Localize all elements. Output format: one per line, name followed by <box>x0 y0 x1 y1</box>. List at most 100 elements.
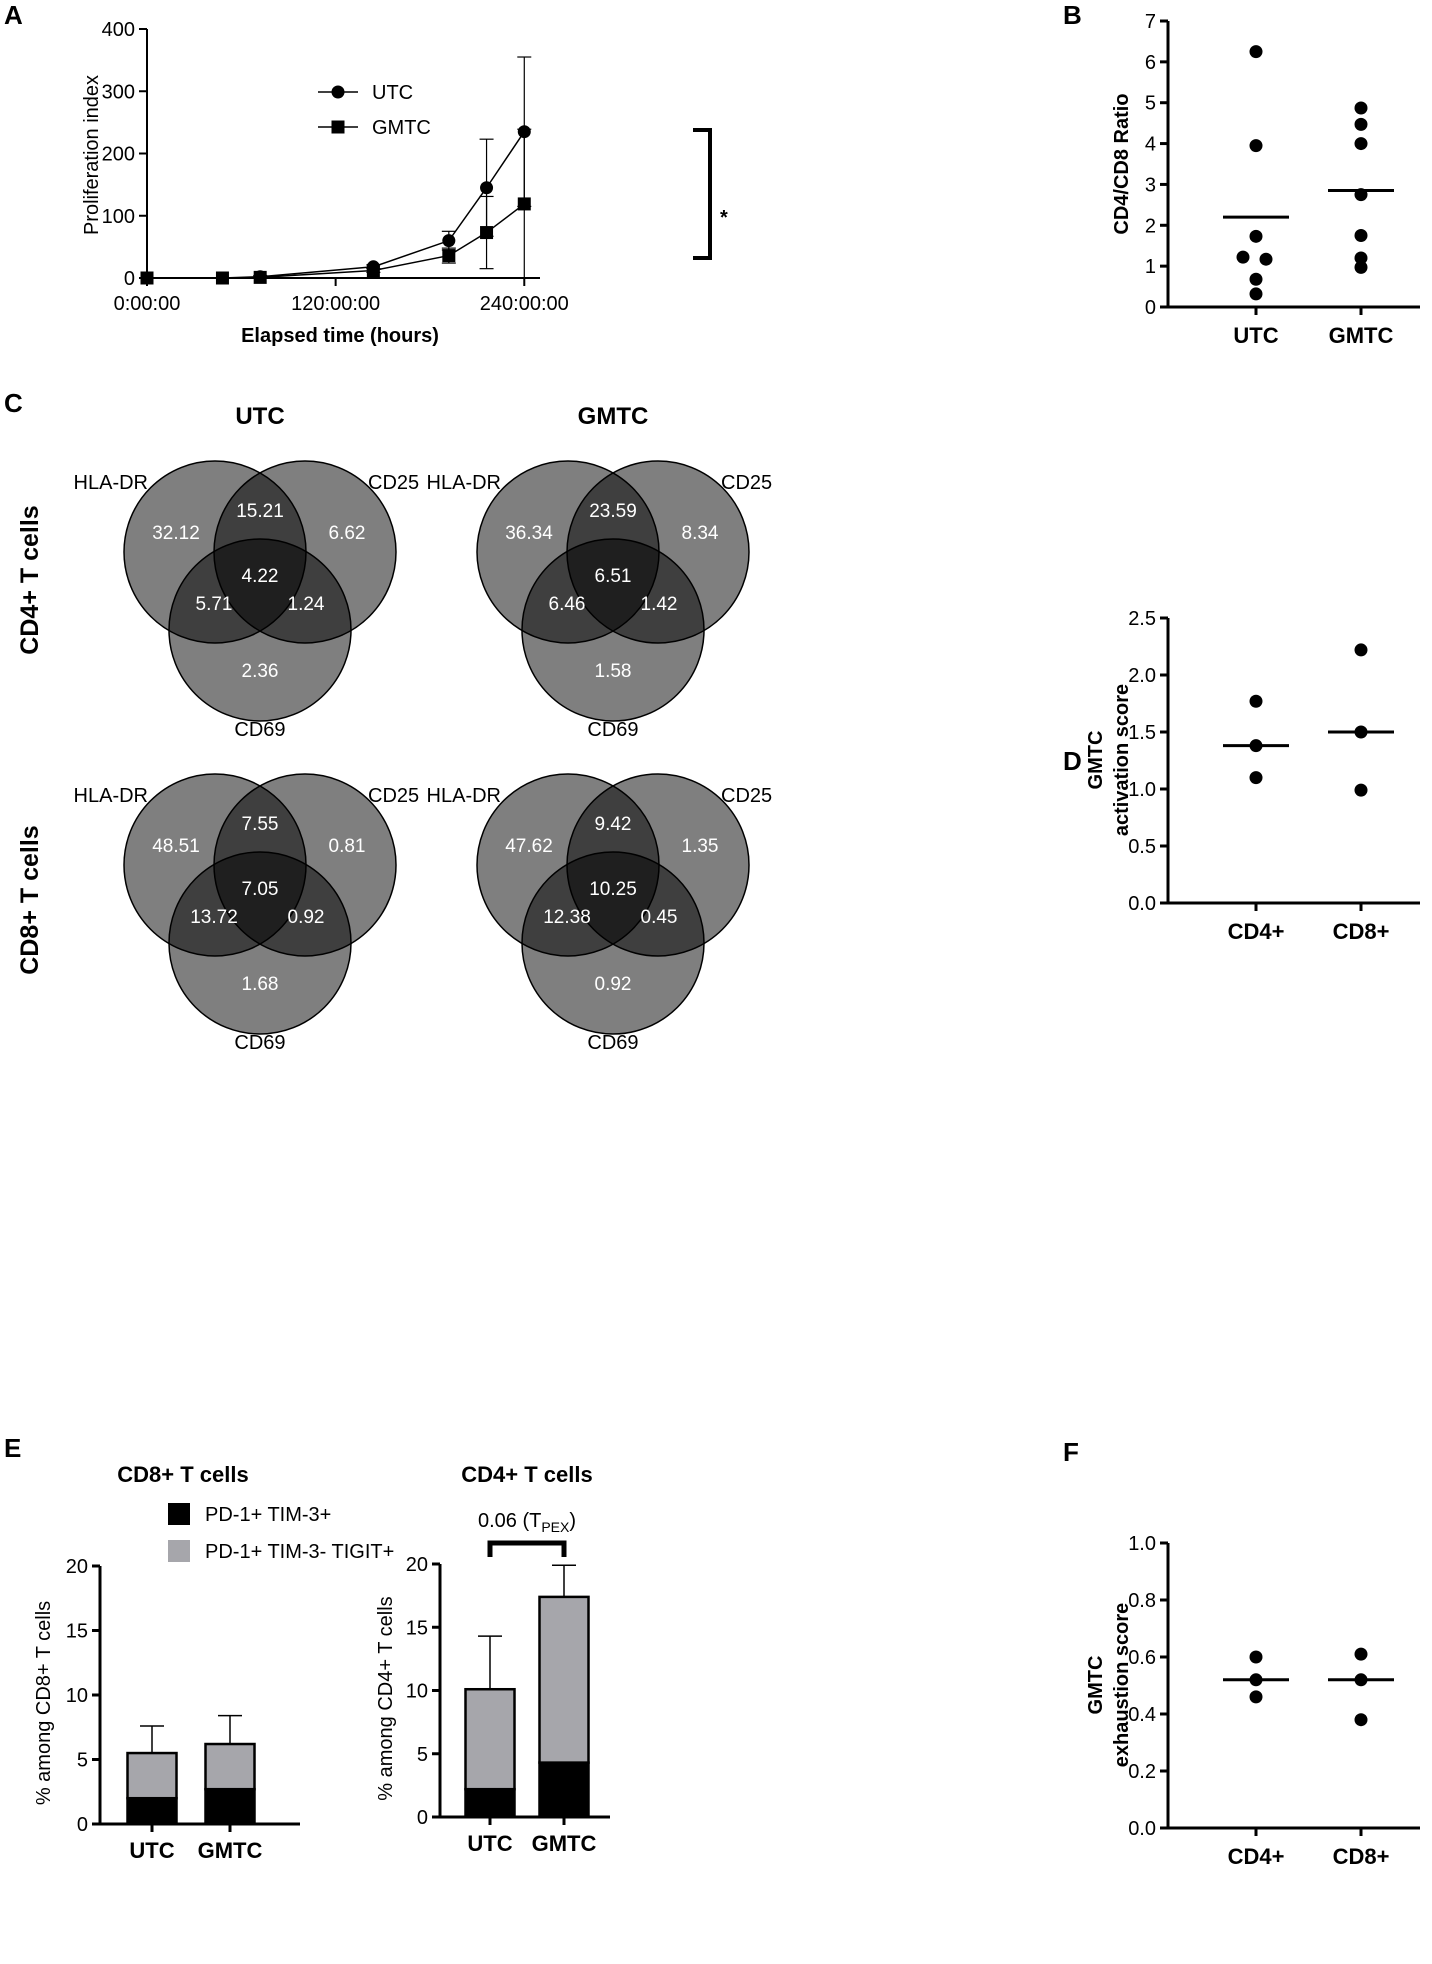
a-gmtc-point <box>366 264 380 278</box>
e-cd8-y-tick-label: 15 <box>66 1621 88 1643</box>
a-utc-point <box>480 181 494 195</box>
venn-cd8-utc-label-cd69: CD69 <box>234 1032 285 1054</box>
d-x-tick-label: CD8+ <box>1333 919 1390 944</box>
d-point <box>1249 771 1263 785</box>
a-y-tick-label: 300 <box>102 81 135 103</box>
f-point <box>1354 1647 1368 1661</box>
a-x-tick-label: 0:00:00 <box>114 293 181 315</box>
a-gmtc-point <box>480 226 494 240</box>
panel-d-activation-score-chart: 0.0 0.5 1.0 1.5 2.0 2.5 GMTC activation score CD… <box>1085 608 1420 944</box>
b-point <box>1354 117 1368 131</box>
f-y-axis-title: exhaustion score <box>1111 1603 1133 1768</box>
e-legend-label-pd1-tigit: PD-1+ TIM-3- TIGIT+ <box>205 1541 394 1563</box>
panel-e-cd4-bar-chart: 0 5 10 15 20 % among CD4+ T cells CD4+ T cells… <box>375 1462 610 1856</box>
b-y-axis-title: CD4/CD8 Ratio <box>1111 93 1133 234</box>
a-y-tick-label: 0 <box>124 268 135 290</box>
e-cd8-y-tick-label: 0 <box>77 1814 88 1836</box>
venn-cd8-gmtc-value-a: 47.62 <box>505 836 553 857</box>
b-point <box>1259 252 1273 266</box>
venn-cd8-gmtc-circle-c <box>521 851 705 1035</box>
venn-cd4-gmtc-value-ab: 23.59 <box>589 501 637 522</box>
venn-cd4-gmtc-value-abc: 6.51 <box>595 566 632 587</box>
venn-cd4-utc-value-abc: 4.22 <box>242 566 279 587</box>
panel-f-exhaustion-score-chart: 0.0 0.2 0.4 0.6 0.8 1.0 GMTC exhaustion score CD… <box>1085 1533 1420 1869</box>
venn-cd8-gmtc-value-bc: 0.45 <box>641 907 678 928</box>
b-point <box>1354 260 1368 274</box>
e-legend-swatch-pd1-tigit <box>168 1540 190 1562</box>
a-gmtc-point <box>517 197 531 211</box>
b-x-tick-label: GMTC <box>1329 323 1394 348</box>
venn-cd4-utc-value-ac: 5.71 <box>196 594 233 615</box>
venn-cd4-utc-label-hla-dr: HLA-DR <box>74 472 148 494</box>
f-y-tick-label: 0.6 <box>1128 1647 1156 1669</box>
e-cd8-x-tick-label: UTC <box>129 1838 174 1863</box>
venn-cd4-utc: HLA-DR CD25 CD69 32.12 15.21 6.62 5.71 4.22 1.24… <box>74 460 419 741</box>
b-y-tick-label: 4 <box>1145 134 1156 156</box>
panel-letter-b: B <box>1063 0 1082 30</box>
f-point <box>1249 1650 1263 1664</box>
venn-cd4-utc-label-cd25: CD25 <box>368 472 419 494</box>
venn-cd8-utc-label-cd25: CD25 <box>368 785 419 807</box>
venn-cd4-utc-value-bc: 1.24 <box>288 594 325 615</box>
d-point <box>1249 694 1263 708</box>
e-cd4-x-tick-label: UTC <box>467 1831 512 1856</box>
b-y-tick-label: 5 <box>1145 93 1156 115</box>
e-cd8-y-tick-label: 5 <box>77 1750 88 1772</box>
venn-cd8-gmtc-value-b: 1.35 <box>682 836 719 857</box>
venn-cd4-gmtc-value-c: 1.58 <box>595 661 632 682</box>
d-y-tick-label: 0.5 <box>1128 836 1156 858</box>
panel-c-venn-diagrams: UTC GMTC CD4+ T cells CD8+ T cells HLA-DR CD2… <box>16 403 772 1054</box>
venn-cd8-gmtc-label-cd25: CD25 <box>721 785 772 807</box>
venn-cd8-utc-value-c: 1.68 <box>242 974 279 995</box>
e-cd4-y-tick-label: 15 <box>406 1617 428 1639</box>
panel-letter-f: F <box>1063 1437 1079 1467</box>
e-cd8-title: CD8+ T cells <box>117 1462 248 1487</box>
venn-cd8-utc-value-abc: 7.05 <box>242 879 279 900</box>
a-gmtc-point <box>140 271 154 285</box>
f-y-tick-label: 0.2 <box>1128 1761 1156 1783</box>
a-y-tick-label: 200 <box>102 144 135 166</box>
e-cd8-y-axis-title: % among CD8+ T cells <box>33 1601 55 1805</box>
venn-cd8-gmtc-value-ab: 9.42 <box>595 814 632 835</box>
b-point <box>1249 272 1263 286</box>
b-y-tick-label: 3 <box>1145 174 1156 196</box>
a-y-tick-label: 100 <box>102 206 135 228</box>
venn-column-title-utc: UTC <box>235 403 284 430</box>
venn-cd4-utc-label-cd69: CD69 <box>234 719 285 741</box>
f-y-tick-label: 1.0 <box>1128 1533 1156 1555</box>
venn-cd8-utc-value-ac: 13.72 <box>190 907 238 928</box>
venn-cd4-gmtc-value-b: 8.34 <box>682 523 719 544</box>
e-cd4-bar-pd1-tigit <box>464 1687 516 1791</box>
e-legend-label-pd1-tim3: PD-1+ TIM-3+ <box>205 1504 331 1526</box>
venn-cd4-gmtc-label-cd25: CD25 <box>721 472 772 494</box>
a-legend-gmtc-marker <box>331 120 345 134</box>
a-significance-bracket <box>693 128 712 260</box>
e-cd4-y-axis-title: % among CD4+ T cells <box>375 1596 397 1800</box>
venn-cd4-utc-value-c: 2.36 <box>242 661 279 682</box>
e-cd4-significance-bracket <box>487 1540 567 1557</box>
venn-cd8-utc: HLA-DR CD25 CD69 48.51 7.55 0.81 13.727.05 0.92… <box>74 773 419 1054</box>
venn-cd8-gmtc-value-c: 0.92 <box>595 974 632 995</box>
e-cd8-bar-pd1-tigit <box>126 1751 178 1800</box>
a-utc-line <box>147 131 525 279</box>
f-y-tick-label: 0.8 <box>1128 1590 1156 1612</box>
b-y-tick-label: 2 <box>1145 215 1156 237</box>
venn-cd4-utc-value-ab: 15.21 <box>236 501 284 522</box>
a-gmtc-point <box>215 271 229 285</box>
d-y-tick-label: 0.0 <box>1128 893 1156 915</box>
e-cd8-y-tick-label: 10 <box>66 1685 88 1707</box>
d-y-tick-label: 2.0 <box>1128 665 1156 687</box>
e-cd8-y-tick-label: 20 <box>66 1556 88 1578</box>
e-cd4-y-tick-label: 5 <box>417 1744 428 1766</box>
a-legend-utc-marker <box>331 85 345 99</box>
venn-cd8-utc-circle-c <box>168 851 352 1035</box>
a-utc-point <box>442 234 456 248</box>
venn-cd8-gmtc-label-hla-dr: HLA-DR <box>427 785 501 807</box>
b-point <box>1354 137 1368 151</box>
a-x-axis-title: Elapsed time (hours) <box>241 325 439 347</box>
e-cd8-bar-pd1-tim3 <box>126 1796 178 1826</box>
venn-cd8-gmtc-value-ac: 12.38 <box>543 907 591 928</box>
venn-cd8-utc-value-a: 48.51 <box>152 836 200 857</box>
a-y-tick-label: 400 <box>102 19 135 41</box>
f-x-tick-label: CD8+ <box>1333 1844 1390 1869</box>
